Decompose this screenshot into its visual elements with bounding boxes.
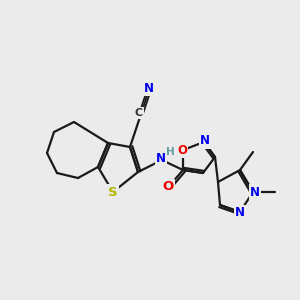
Text: N: N [235, 206, 245, 220]
Text: H: H [166, 147, 174, 157]
Text: O: O [162, 181, 174, 194]
Text: S: S [108, 185, 118, 199]
Text: O: O [177, 143, 187, 157]
Text: N: N [250, 185, 260, 199]
Text: N: N [200, 134, 210, 148]
Text: N: N [144, 82, 154, 94]
Text: N: N [156, 152, 166, 166]
Text: C: C [135, 108, 143, 118]
